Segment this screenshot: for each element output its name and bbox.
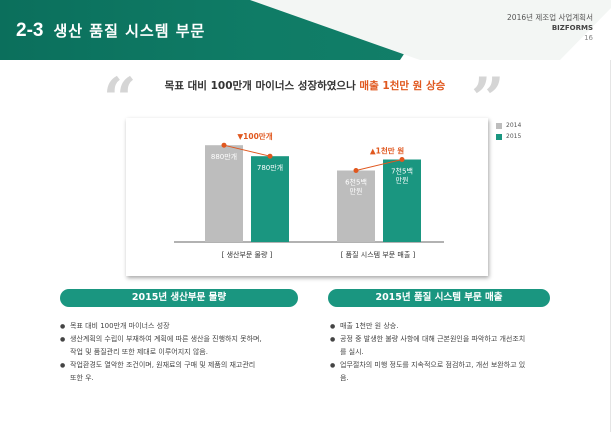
headline-prefix: 목표 대비 100만개 마이너스 성장하였으나: [164, 80, 360, 92]
legend-swatch-2015: [496, 133, 502, 140]
left-bullet-list: 목표 대비 100만개 마이너스 성장 생산계획의 수립이 부재하여 계획에 따…: [60, 320, 300, 385]
category-label-production: [ 생산부문 물량 ]: [221, 251, 273, 259]
trend-dot-1-0: [353, 168, 359, 173]
bar-2015-0: [251, 156, 289, 242]
legend-label-2015: 2015: [506, 133, 522, 140]
trend-dot-0-0: [221, 142, 227, 148]
bar-label-2014-0: 880만개: [211, 152, 237, 161]
bar-label-2015-1: 7천5백 만원: [391, 167, 413, 185]
category-label-quality: [ 품질 시스템 부문 매출 ]: [340, 251, 416, 259]
bar-2014-1: [337, 170, 375, 242]
trend-line-0: [223, 144, 271, 157]
legend-item-2015: 2015: [496, 131, 521, 142]
legend-item-2014: 2014: [496, 120, 521, 131]
legend-swatch-2014: [496, 122, 502, 129]
bar-2015-1: [383, 159, 421, 242]
section-number: 2-3: [16, 20, 44, 41]
right-bullet-2: 공정 중 발생한 불량 사항에 대해 근본원인을 파악하고 개선조치 를 실시.: [330, 333, 560, 359]
slide-header: 2-3 생산 품질 시스템 부문 2016년 제조업 사업계획서 BIZFORM…: [0, 0, 611, 60]
trend-line-1: [355, 159, 403, 171]
change-annotation-1: ▲1천만 원: [370, 146, 404, 156]
trend-dot-0-1: [267, 153, 273, 159]
right-bullet-3: 업무절차의 미행 정도를 지속적으로 점검하고, 개선 보완하고 있 음.: [330, 359, 560, 385]
right-bullet-1: 매출 1천만 원 상승.: [330, 320, 560, 333]
legend-label-2014: 2014: [506, 122, 522, 129]
left-bullet-3: 작업환경도 열악한 조건이며, 원재료의 구매 및 제품의 재고관리 또한 우.: [60, 359, 300, 385]
bar-label-2015-0: 780만개: [257, 163, 283, 172]
chart-card: 880만개 780만개 ▼100만개 6천5백 만원 7천5백 만원 ▲1천만 원: [126, 118, 488, 276]
bar-label-2014-1: 6천5백 만원: [345, 178, 367, 196]
headline: 목표 대비 100만개 마이너스 성장하였으나 매출 1천만 원 상승: [140, 78, 470, 93]
header-meta: 2016년 제조업 사업계획서 BIZFORMS 16: [507, 13, 593, 43]
right-bullet-list: 매출 1천만 원 상승. 공정 중 발생한 불량 사항에 대해 근본원인을 파악…: [330, 320, 560, 385]
bar-2014-0: [205, 145, 243, 242]
document-title: 2016년 제조업 사업계획서: [507, 13, 593, 22]
headline-highlight: 매출 1천만 원 상승: [359, 80, 446, 92]
page-title: 2-3 생산 품질 시스템 부문: [16, 20, 205, 50]
left-section-title: 2015년 생산부문 물량: [60, 289, 298, 307]
section-title: 생산 품질 시스템 부문: [53, 22, 206, 40]
brand-name: BIZFORMS: [551, 24, 593, 32]
trend-dot-1-1: [399, 157, 405, 162]
header-background: [0, 0, 611, 60]
bar-chart: 880만개 780만개 ▼100만개 6천5백 만원 7천5백 만원 ▲1천만 원: [174, 131, 444, 243]
right-section-title: 2015년 품질 시스템 부문 매출: [328, 289, 550, 307]
chart-legend: 2014 2015: [496, 120, 521, 142]
page-number: 16: [584, 34, 593, 42]
left-bullet-2: 생산계획의 수립이 부재하여 계획에 따른 생산을 진행하지 못하며, 작업 및…: [60, 333, 300, 359]
change-annotation-0: ▼100만개: [237, 131, 272, 141]
left-bullet-1: 목표 대비 100만개 마이너스 성장: [60, 320, 300, 333]
